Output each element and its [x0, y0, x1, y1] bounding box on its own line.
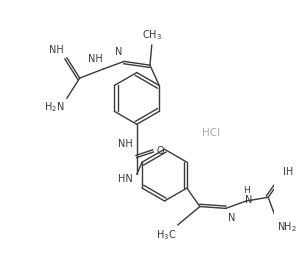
Text: HN: HN	[118, 174, 133, 184]
Text: H$_2$N: H$_2$N	[44, 100, 64, 114]
Text: H: H	[244, 186, 250, 195]
Text: NH: NH	[118, 139, 133, 149]
Text: IH: IH	[283, 167, 293, 177]
Text: N: N	[245, 195, 252, 205]
Text: H$_3$C: H$_3$C	[155, 228, 176, 242]
Text: N: N	[115, 47, 122, 57]
Text: HCl: HCl	[202, 128, 220, 137]
Text: NH: NH	[88, 54, 103, 64]
Text: O: O	[156, 146, 164, 156]
Text: N: N	[228, 213, 235, 223]
Text: CH$_3$: CH$_3$	[142, 28, 162, 42]
Text: NH$_2$: NH$_2$	[277, 220, 296, 234]
Text: NH: NH	[49, 45, 64, 55]
